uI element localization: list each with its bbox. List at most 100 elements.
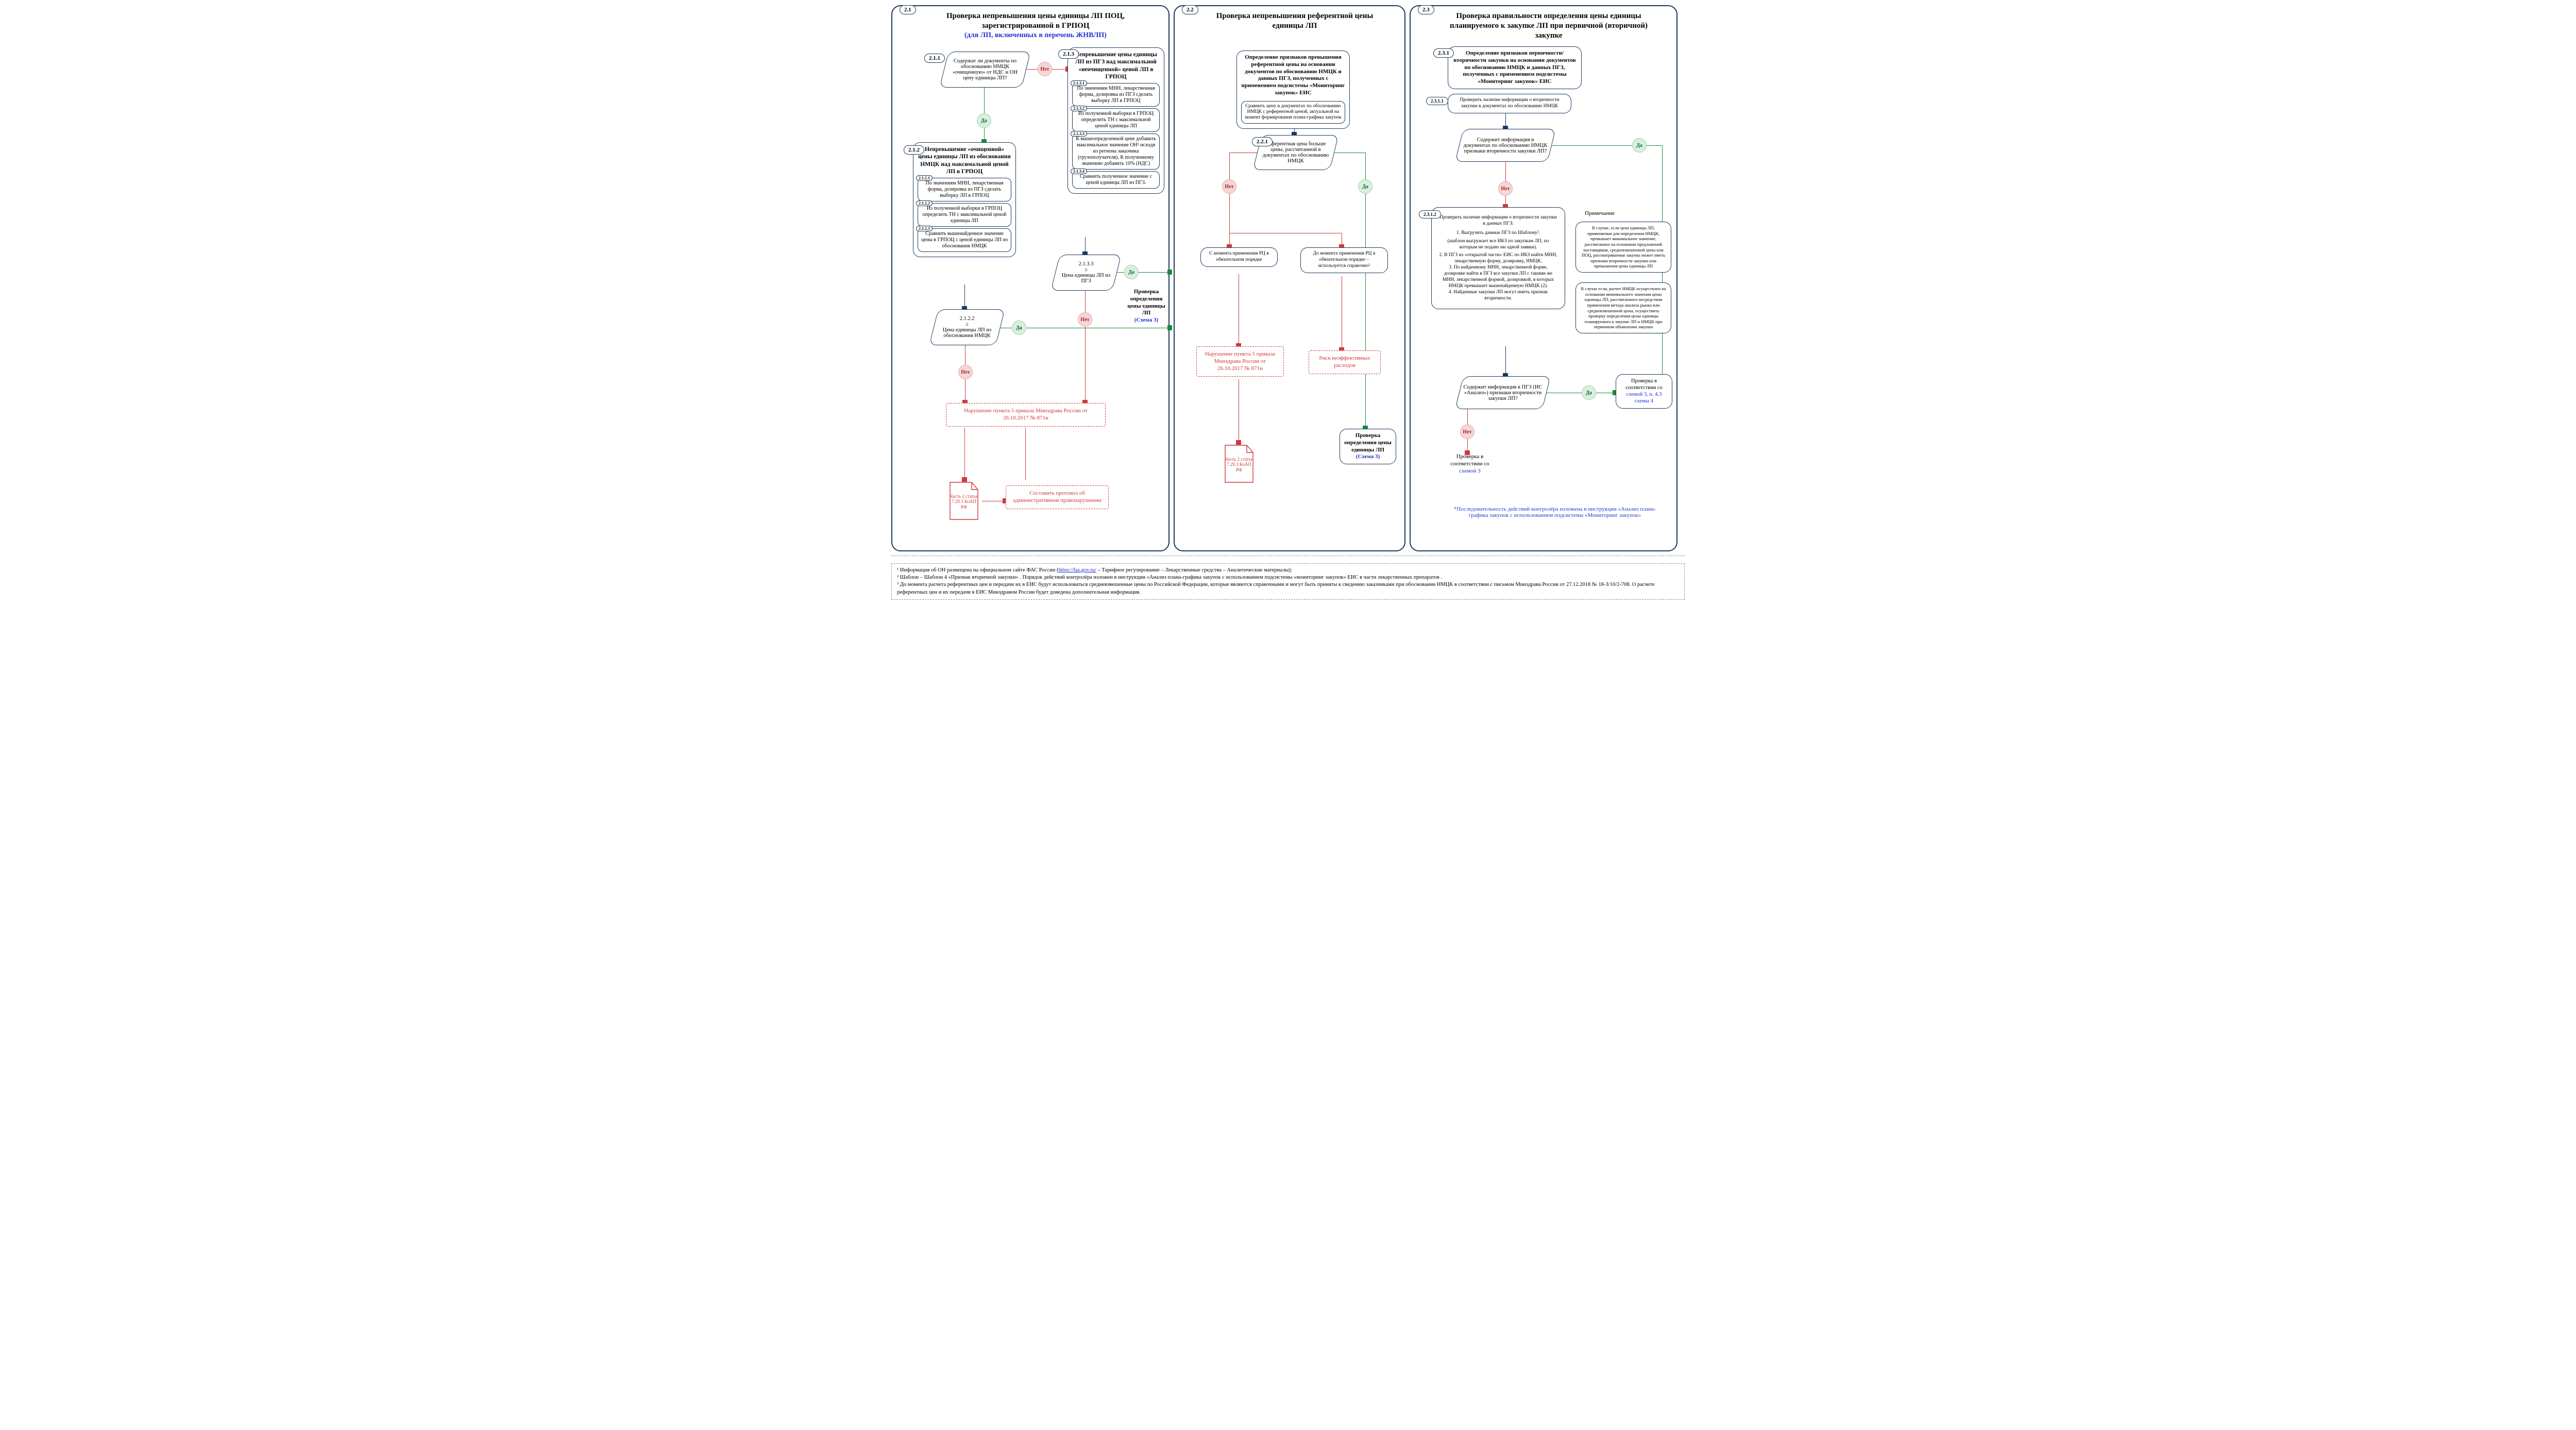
check-s3-left-b: схемой 3 [1459, 468, 1480, 474]
sub-2.1.3.2-text: Из полученной выборки в ГРПОЦ определить… [1078, 111, 1154, 129]
check3-label: Проверка определения цены единицы ЛП (Сх… [1123, 289, 1170, 324]
check-right-a: Проверка в соответствии со [1625, 378, 1663, 391]
b2312-l4: 4. Найденные закупки ЛП могут иметь приз… [1439, 290, 1557, 302]
panel-2.1: 2.1 Проверка непревышения цены единицы Л… [891, 5, 1170, 551]
sub-2.1.2.3-text: Сравнить вышенайденное значение цены в Г… [921, 231, 1008, 249]
box-2.1.2-title: Непревышение «очищенной» цены единицы ЛП… [918, 146, 1011, 176]
box-2.3.1: Определение признаков первичности/вторич… [1448, 46, 1582, 89]
footnote-1: ¹ Информация об ОН размещена на официаль… [897, 567, 1679, 574]
decision-2.3.A-text: Содержит информация в документах по обос… [1463, 137, 1548, 154]
sub-2.1.3.1-text: По значениям МНН, лекарственная форма, д… [1077, 86, 1155, 104]
sub-2.1.2.2: 2.1.2.2Из полученной выборки в ГРПОЦ опр… [918, 203, 1011, 227]
footnotes: ¹ Информация об ОН размещена на официаль… [891, 563, 1685, 600]
panel-1-title: Проверка непревышения цены единицы ЛП ПО… [929, 11, 1142, 40]
b2312-l3: 3. По найденному МНН, лекарственной форм… [1439, 265, 1557, 290]
sub-2.1.3.4-text: Сравнить полученное значение с ценой еди… [1080, 174, 1152, 186]
doc-2.2: Часть 2 статьи 7.29.3 КоАП РФ [1221, 443, 1257, 484]
violation-2.2: Нарушение пункта 5 приказа Минздрава Рос… [1196, 346, 1284, 377]
check-s3-left: Проверка в соответствии со схемой 3 [1442, 453, 1498, 475]
box-2.2-top: Определение признаков превышения референ… [1236, 51, 1350, 129]
tag-2.1.1: 2.1.1 [924, 54, 945, 63]
sub-2.1.3.3: 2.1.3.3К вышеопределенной цене добавить … [1072, 133, 1160, 170]
box-2.3.1-text: Определение признаков первичности/вторич… [1452, 50, 1577, 86]
check-right-b: схемой 3, п. 4.3 схемы 4 [1626, 392, 1662, 404]
sub-2.1.3.1: 2.1.3.1По значениям МНН, лекарственная ф… [1072, 83, 1160, 107]
no-2.1.3.3: Нет [1078, 312, 1092, 327]
decision-2.3.B: Содержит информация в ПГЗ (ИС «Анализ») … [1459, 376, 1547, 409]
panel-2.3: 2.3 Проверка правильности определения це… [1410, 5, 1677, 551]
cmp-2.1.3.3: 2.1.3.3 ≥ Цена единицы ЛП из ПГЗ [1055, 255, 1117, 291]
box-2.3.1.2: Проверить наличие информации о вторичнос… [1431, 207, 1565, 309]
sub-2.1.2.2-text: Из полученной выборки в ГРПОЦ определить… [923, 206, 1007, 224]
check3-b: (Схема 3) [1134, 317, 1159, 323]
box-2.3.1.1: Проверить наличие информации о вторичнос… [1448, 94, 1571, 113]
mini-tag-2.1.3.4: 2.1.3.4 [1071, 169, 1087, 175]
star-note: *Последовательность действий контролёра … [1447, 506, 1663, 518]
check3-a: Проверка определения цены единицы ЛП [1127, 289, 1165, 316]
f1a: ¹ Информация об ОН размещена на официаль… [897, 567, 1059, 573]
box-2.2-top-text: Определение признаков превышения референ… [1241, 54, 1345, 97]
yes-2.2.1: Да [1358, 179, 1372, 194]
tag-2.3.1.1: 2.3.1.1 [1426, 97, 1448, 105]
decision-2.1.1-text: Содержат ли документы по обоснованию НМЦ… [948, 58, 1022, 81]
tag-2.1.2: 2.1.2 [904, 145, 924, 155]
yes-2.1.1: Да [977, 113, 991, 128]
check-s3-left-a: Проверка в соответствии со [1450, 453, 1489, 467]
no-2.1.2.2: Нет [958, 365, 973, 379]
check3-2.2-a: Проверка определения цены единицы ЛП [1344, 432, 1392, 453]
no-2.3.B: Нет [1460, 425, 1475, 439]
note-2: В случае если, расчет НМЦК осуществлен н… [1575, 282, 1671, 333]
yes-2.1.2.2: Да [1012, 321, 1026, 335]
path-right: До момента применения РЦ в обязательном … [1300, 247, 1388, 273]
box-2.1.3-title: Непревышение цены единицы ЛП из ПГЗ над … [1072, 51, 1160, 81]
sub-2.1.2.1: 2.1.2.1По значениям МНН, лекарственная ф… [918, 178, 1011, 201]
protocol-2.1: Составить протокол об административном п… [1006, 485, 1109, 509]
violation-2.1: Нарушение пункта 5 приказа Минздрава Рос… [946, 403, 1106, 427]
decision-2.1.1: Содержат ли документы по обоснованию НМЦ… [944, 52, 1026, 88]
yes-2.1.3.3: Да [1124, 265, 1139, 279]
b2312-intro: Проверить наличие информации о вторичнос… [1439, 215, 1557, 227]
note-1: В случае, если цена единицы ЛП, применяе… [1575, 222, 1671, 273]
check-right: Проверка в соответствии со схемой 3, п. … [1616, 374, 1672, 409]
mini-tag-2.1.2.2: 2.1.2.2 [916, 200, 933, 207]
sub-2.2-compare: Сравнить цену в документах по обосновани… [1241, 101, 1345, 124]
yes-2.3.A: Да [1632, 138, 1647, 153]
risk-2.2: Риск неэффективных расходов [1309, 350, 1381, 374]
tag-2.1.3: 2.1.3 [1058, 49, 1079, 59]
panel-tag-2.1: 2.1 [900, 5, 916, 14]
tag-2.3.1: 2.3.1 [1433, 48, 1454, 58]
box-2.1.2: Непревышение «очищенной» цены единицы ЛП… [913, 142, 1016, 257]
sub-2.1.3.3-text: К вышеопределенной цене добавить максима… [1076, 136, 1156, 166]
panel-3-title: Проверка правильности определения цены е… [1448, 11, 1650, 40]
footnote-2: ² Шаблон – Шаблон 4 «Признак вторичной з… [897, 574, 1679, 581]
tag-2.3.1.2: 2.3.1.2 [1419, 210, 1441, 218]
cmp-2.1.2.2: 2.1.2.2 ≥ Цена единицы ЛП из обоснования… [934, 309, 1001, 345]
f1url[interactable]: https://fas.gov.ru/ [1059, 567, 1096, 573]
decision-2.3.A: Содержит информация в документах по обос… [1459, 129, 1552, 162]
mini-tag-2.1.3.3: 2.1.3.3 [1071, 131, 1087, 137]
mini-tag-2.1.3.2: 2.1.3.2 [1071, 106, 1087, 112]
no-2.3.A: Нет [1498, 181, 1513, 196]
panel-1-title-text: Проверка непревышения цены единицы ЛП ПО… [946, 12, 1125, 30]
decision-2.2.1-text: Референтная цена больше цены, рассчитанн… [1261, 141, 1330, 164]
sub-2.1.3.2: 2.1.3.2Из полученной выборки в ГРПОЦ опр… [1072, 108, 1160, 132]
yes-2.3.B: Да [1582, 385, 1596, 400]
footnote-3: ³ До момента расчета референтных цен и п… [897, 581, 1679, 596]
panel-1-subtitle: (для ЛП, включенных в перечень ЖНВЛП) [929, 31, 1142, 40]
mini-tag-2.1.3.1: 2.1.3.1 [1071, 80, 1087, 87]
tag-2.2.1: 2.2.1 [1252, 137, 1273, 146]
b2312-l1: 1. Выгрузить данные ПГЗ по Шаблону². [1439, 230, 1557, 237]
b2312-l1p: (шаблон выгружает все ИКЗ по закупкам ЛП… [1439, 239, 1557, 251]
check3-2.2: Проверка определения цены единицы ЛП (Сх… [1340, 429, 1396, 464]
doc-2.1: Часть 2 статьи 7.29.3 КоАП РФ [946, 480, 982, 521]
mini-tag-2.1.2.3: 2.1.2.3 [916, 226, 933, 232]
panel-2.2: 2.2 Проверка непревышения референтной це… [1174, 5, 1405, 551]
doc-2.2-text: Часть 2 статьи 7.29.3 КоАП РФ [1224, 457, 1254, 473]
sub-2.1.2.3: 2.1.2.3Сравнить вышенайденное значение ц… [918, 228, 1011, 252]
no-2.2.1: Нет [1222, 179, 1236, 194]
f1b: – Тарифное регулирование – Лекарственные… [1096, 567, 1292, 573]
no-2.1.1: Нет [1038, 62, 1052, 76]
sub-2.1.2.1-text: По значениям МНН, лекарственная форма, д… [925, 180, 1003, 198]
panel-2-title: Проверка непревышения референтной цены е… [1212, 11, 1378, 31]
sub-2.1.3.4: 2.1.3.4Сравнить полученное значение с це… [1072, 171, 1160, 189]
